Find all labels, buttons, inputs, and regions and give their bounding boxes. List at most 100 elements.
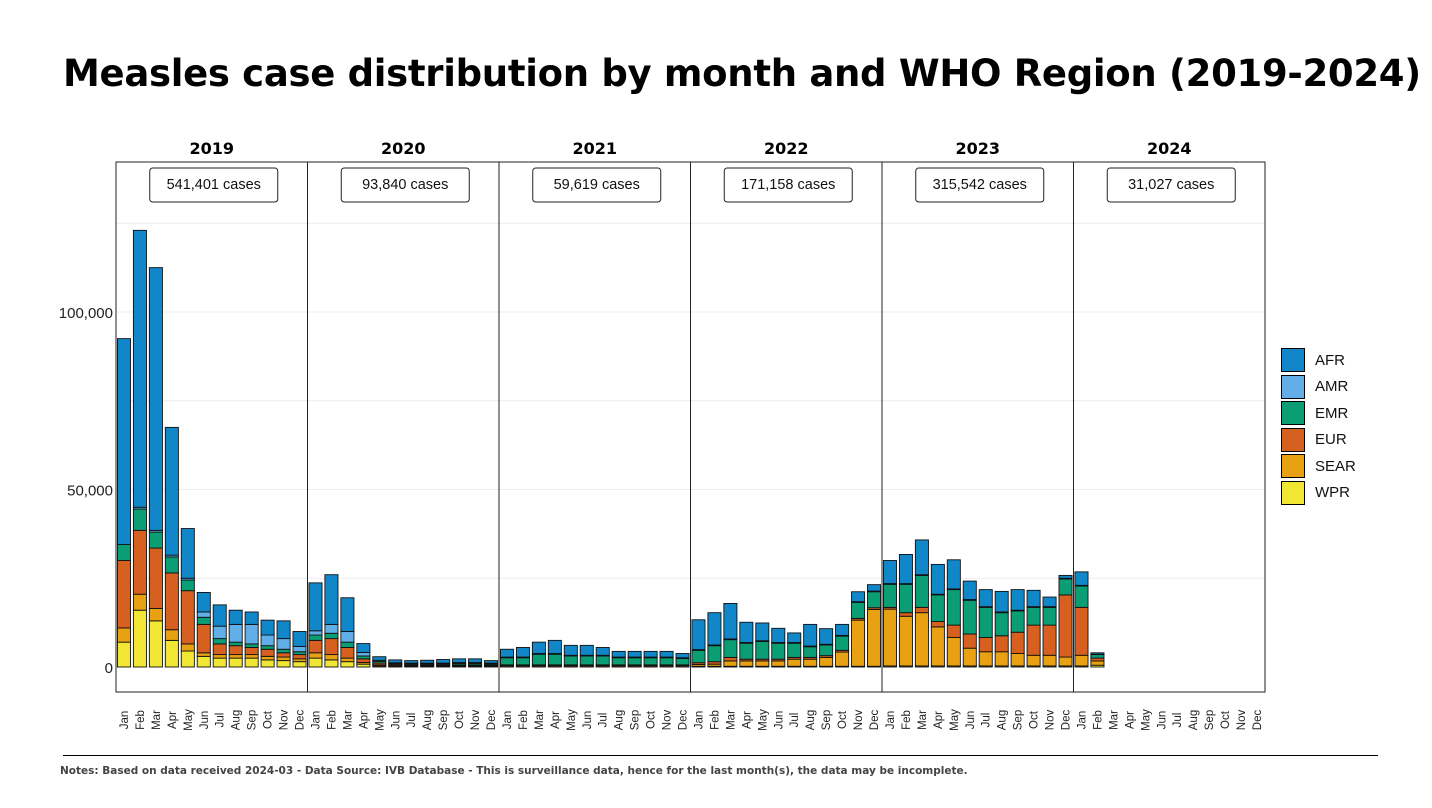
bar-segment-afr	[148, 267, 163, 531]
bar-segment-afr	[691, 619, 706, 651]
bar-segment-afr	[468, 658, 483, 663]
bar-segment-emr	[228, 641, 243, 647]
bar-segment-amr	[260, 634, 275, 647]
bar-segment-afr	[787, 632, 802, 643]
bar-segment-amr	[212, 625, 227, 640]
month-tick-label: May	[566, 709, 578, 731]
bar-segment-sear	[819, 656, 834, 667]
bar-segment-amr	[324, 623, 339, 634]
bar-segment-emr	[707, 645, 722, 663]
bar-segment-emr	[1090, 654, 1105, 659]
bar-segment-afr	[292, 631, 307, 647]
month-tick-label: May	[757, 709, 769, 731]
month-tick-label: Apr	[358, 711, 370, 729]
bar-segment-emr	[1074, 585, 1089, 608]
legend-swatch	[1281, 480, 1305, 505]
month-tick-label: Jan	[310, 711, 322, 730]
month-tick-label: Sep	[821, 710, 833, 730]
total-cases-label: 171,158 cases	[741, 177, 835, 193]
bar-segment-afr	[914, 539, 929, 576]
bar-segment-emr	[675, 658, 690, 666]
bar-segment-sear	[1026, 654, 1041, 667]
total-cases-label: 31,027 cases	[1128, 177, 1214, 193]
bar-segment-afr	[1074, 571, 1089, 586]
bar-segment-eur	[994, 635, 1009, 653]
bar-segment-afr	[675, 653, 690, 659]
bar-segment-sear	[994, 651, 1009, 667]
bar-segment-afr	[260, 619, 275, 636]
month-tick-label: Jan	[502, 711, 514, 730]
bar-segment-eur	[212, 643, 227, 656]
bar-segment-sear	[276, 656, 291, 662]
bar-segment-afr	[579, 644, 594, 656]
bar-segment-afr	[723, 603, 738, 640]
bar-segment-sear	[755, 660, 770, 667]
bar-segment-wpr	[324, 659, 339, 668]
bar-segment-amr	[292, 645, 307, 653]
bar-segment-eur	[1010, 631, 1025, 654]
month-tick-label: May	[1140, 709, 1152, 731]
bar-segment-emr	[563, 655, 578, 666]
bar-segment-wpr	[132, 609, 147, 668]
bar-segment-afr	[930, 563, 945, 595]
bar-segment-afr	[132, 229, 147, 508]
bar-segment-emr	[659, 657, 674, 666]
bar-segment-afr	[946, 559, 961, 590]
month-tick-label: Mar	[534, 710, 546, 730]
bar-segment-eur	[260, 648, 275, 657]
bar-segment-sear	[340, 657, 355, 663]
bar-segment-eur	[978, 637, 993, 653]
bar-segment-emr	[324, 632, 339, 640]
bar-segment-sear	[1058, 656, 1073, 667]
bar-segment-emr	[723, 639, 738, 658]
bar-segment-wpr	[148, 620, 163, 668]
bar-segment-afr	[803, 623, 818, 647]
bar-segment-eur	[308, 639, 323, 654]
month-tick-label: Dec	[295, 710, 307, 731]
bar-segment-sear	[324, 654, 339, 661]
bar-segment-afr	[994, 590, 1009, 613]
month-tick-label: Sep	[438, 710, 450, 730]
legend-label: EUR	[1315, 431, 1347, 449]
bar-segment-emr	[1042, 606, 1057, 626]
bar-segment-afr	[1026, 589, 1041, 608]
bar-segment-amr	[356, 651, 371, 657]
bar-segment-emr	[643, 657, 658, 666]
bar-segment-wpr	[276, 660, 291, 668]
bar-segment-wpr	[340, 661, 355, 668]
bar-segment-wpr	[244, 657, 259, 668]
bar-segment-afr	[707, 612, 722, 646]
bar-segment-afr	[116, 338, 131, 545]
month-tick-label: Dec	[869, 710, 881, 731]
month-tick-label: Jul	[789, 713, 801, 728]
month-tick-label: May	[374, 709, 386, 731]
bar-segment-sear	[898, 615, 913, 667]
bar-segment-sear	[1074, 654, 1089, 667]
month-tick-label: Jul	[981, 713, 993, 728]
bar-segment-emr	[930, 594, 945, 623]
bar-segment-eur	[898, 612, 913, 617]
bar-segment-emr	[196, 616, 211, 625]
bar-segment-wpr	[196, 655, 211, 668]
month-tick-label: Dec	[486, 710, 498, 731]
total-cases-label: 541,401 cases	[167, 177, 261, 193]
bar-segment-emr	[148, 531, 163, 549]
bar-segment-eur	[228, 645, 243, 656]
bar-segment-afr	[372, 656, 387, 661]
legend-swatch	[1281, 401, 1305, 426]
month-tick-label: Apr	[741, 711, 753, 729]
month-tick-label: Nov	[1045, 710, 1057, 731]
month-tick-label: Apr	[1124, 711, 1136, 729]
legend-label: SEAR	[1315, 457, 1356, 475]
month-tick-label: Sep	[1204, 710, 1216, 730]
bar-segment-eur	[324, 638, 339, 656]
bar-segment-sear	[212, 654, 227, 659]
month-tick-label: Apr	[167, 711, 179, 729]
bar-segment-amr	[308, 630, 323, 636]
legend-item-sear: SEAR	[1281, 453, 1356, 480]
legend-item-wpr: WPR	[1281, 480, 1356, 507]
total-cases-box	[915, 167, 1045, 203]
month-tick-label: Jan	[885, 711, 897, 730]
bar-segment-eur	[292, 654, 307, 660]
legend-swatch	[1281, 427, 1305, 452]
